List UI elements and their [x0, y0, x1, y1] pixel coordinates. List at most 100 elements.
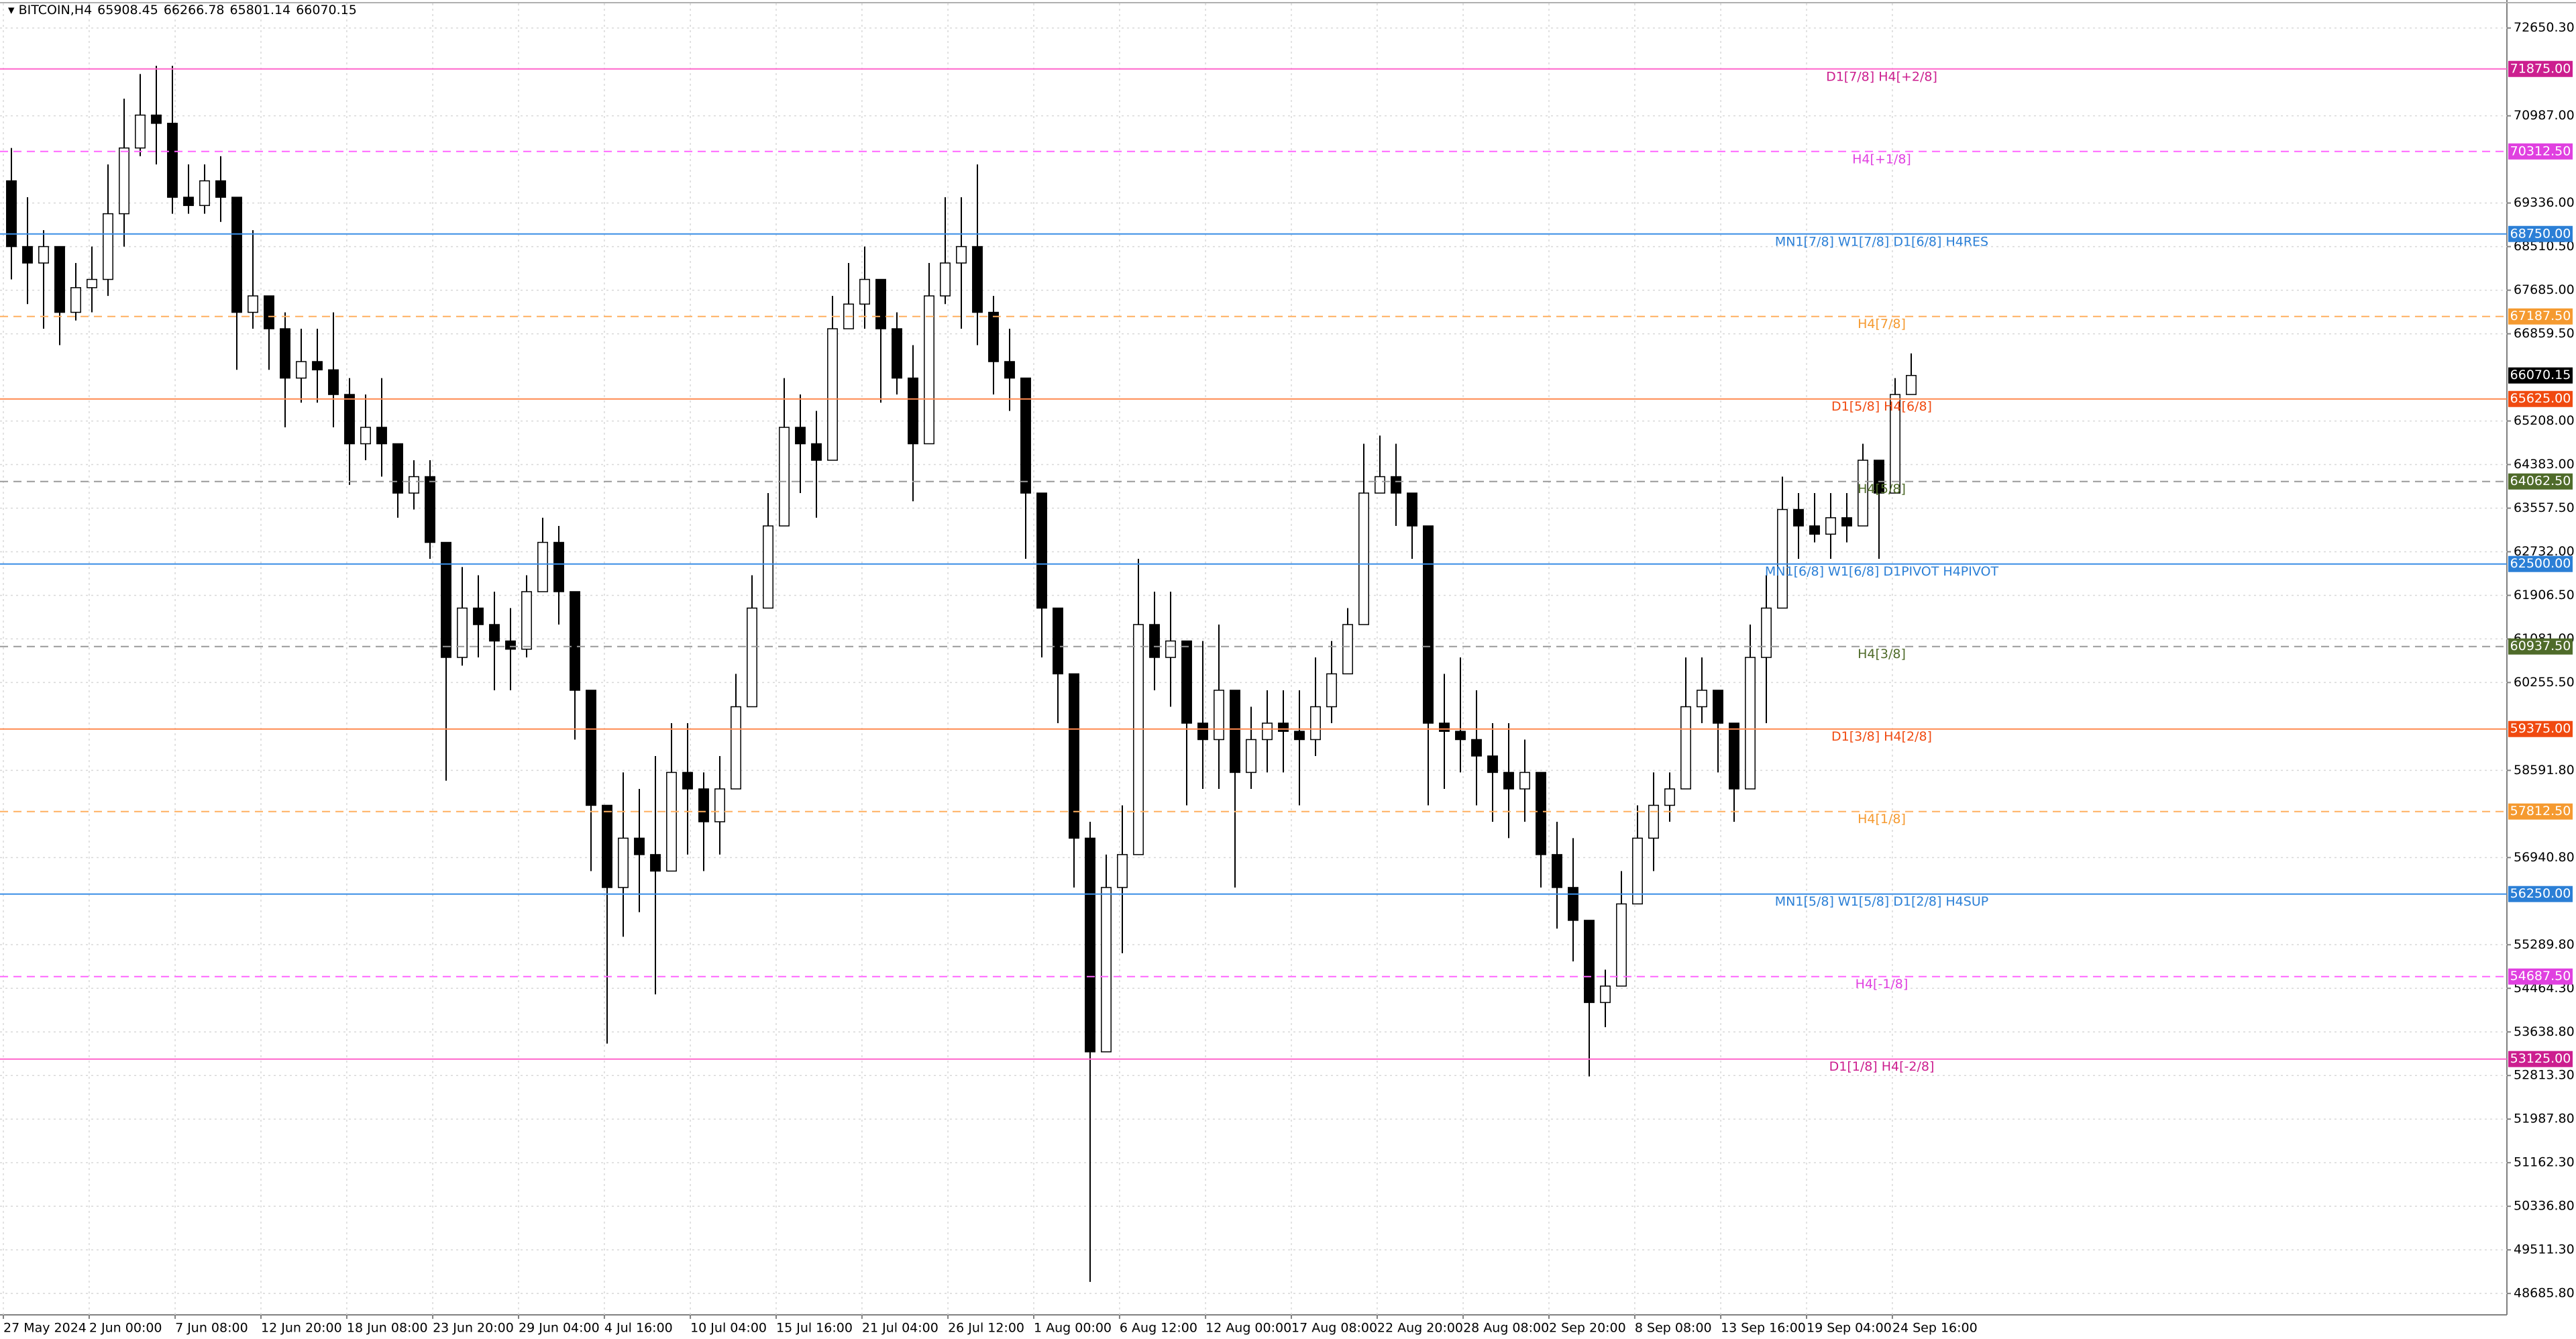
level-price-box — [2508, 886, 2573, 902]
candle-body — [586, 690, 596, 806]
candle-body — [1890, 394, 1900, 494]
level-name: H4[-1/8] — [1856, 977, 1909, 992]
candle-body — [827, 328, 838, 461]
candle-body — [1358, 492, 1369, 625]
candle-body — [570, 591, 580, 691]
candle-body — [38, 246, 49, 264]
level-name: H4[5/8] — [1858, 482, 1906, 496]
candle-body — [1326, 673, 1337, 708]
level-name: D1[5/8] H4[6/8] — [1831, 399, 1932, 414]
y-tick-label: 50336.80 — [2514, 1199, 2575, 1214]
level-price-label: 59375.00 — [2510, 721, 2571, 736]
candle-body — [215, 180, 226, 198]
candle-body — [859, 278, 870, 305]
level-price-label: 65625.00 — [2510, 391, 2571, 406]
candle-body — [1246, 739, 1256, 773]
candle-body — [1101, 887, 1112, 1053]
candle-body — [441, 541, 451, 658]
candle-body — [1793, 508, 1804, 527]
candle-body — [489, 624, 500, 642]
candle-body — [1407, 492, 1417, 527]
x-tick-label: 2 Jun 00:00 — [89, 1321, 162, 1336]
y-tick-label: 55289.80 — [2514, 937, 2575, 952]
candle-body — [1053, 607, 1063, 675]
candle-body — [747, 607, 757, 708]
x-tick-label: 7 Jun 08:00 — [175, 1321, 248, 1336]
candle-body — [924, 295, 934, 445]
candle-body — [875, 278, 886, 329]
candle-body — [1471, 739, 1482, 757]
candle-body — [409, 476, 419, 494]
candle-body — [151, 114, 162, 124]
candle-body — [779, 427, 790, 527]
candle-body — [1487, 755, 1498, 773]
candle-body — [1230, 690, 1240, 773]
candle-body — [521, 591, 532, 650]
level-price-label: 64062.50 — [2510, 474, 2571, 488]
x-tick-label: 23 Jun 20:00 — [433, 1321, 514, 1336]
candle-body — [1197, 722, 1208, 741]
candle-body — [1825, 517, 1836, 535]
x-tick-label: 10 Jul 04:00 — [690, 1321, 767, 1336]
candle-body — [280, 328, 290, 379]
candle-body — [650, 854, 661, 872]
candle-body — [1069, 673, 1079, 839]
candle-body — [296, 361, 307, 379]
level-price-box — [2508, 638, 2573, 655]
candle-body — [183, 197, 194, 207]
candle-body — [811, 443, 822, 461]
candle-body — [360, 427, 371, 445]
level-price-label: 60937.50 — [2510, 639, 2571, 653]
candle-body — [682, 771, 693, 790]
candle-body — [473, 607, 484, 625]
candle-body — [1519, 771, 1530, 790]
candle-body — [731, 706, 741, 790]
candle-body — [1004, 361, 1015, 379]
candle-body — [1648, 804, 1659, 839]
candle-body — [1536, 771, 1546, 855]
symbol: BITCOIN,H4 — [18, 3, 93, 17]
candle-body — [505, 640, 516, 650]
candle-body — [1906, 374, 1917, 395]
candle-body — [1020, 377, 1031, 494]
level-price-label: 53125.00 — [2510, 1051, 2571, 1066]
x-tick-label: 24 Sep 16:00 — [1892, 1321, 1978, 1336]
y-tick-label: 48685.80 — [2514, 1286, 2575, 1301]
y-tick-label: 53638.80 — [2514, 1024, 2575, 1039]
candle-body — [988, 311, 999, 362]
y-tick-label: 66859.50 — [2514, 326, 2575, 341]
x-tick-label: 12 Jun 20:00 — [261, 1321, 342, 1336]
candle-body — [634, 837, 645, 855]
candle-body — [248, 295, 258, 313]
candle-body — [6, 180, 17, 248]
ohlc-close: 66070.15 — [296, 3, 357, 17]
candle-body — [1310, 706, 1321, 741]
level-price-label: 67187.50 — [2510, 309, 2571, 323]
x-tick-label: 26 Jul 12:00 — [948, 1321, 1024, 1336]
y-tick-label: 58591.80 — [2514, 763, 2575, 778]
candle-body — [1858, 460, 1868, 527]
candle-body — [1278, 722, 1289, 732]
candle-body — [1874, 460, 1884, 494]
ohlc-low: 65801.14 — [229, 3, 291, 17]
candle-body — [1761, 607, 1772, 658]
y-tick-label: 70987.00 — [2514, 108, 2575, 123]
candle-body — [231, 197, 242, 313]
y-tick-label: 62732.00 — [2514, 544, 2575, 559]
candle-body — [1423, 525, 1434, 724]
level-price-box — [2508, 473, 2573, 490]
candle-body — [1841, 517, 1852, 527]
candle-body — [376, 427, 387, 445]
candle-body — [1664, 788, 1675, 806]
candle-body — [1117, 854, 1128, 888]
candle-body — [70, 287, 81, 313]
candle-body — [54, 246, 65, 313]
level-price-label: 54687.50 — [2510, 969, 2571, 983]
candle-body — [425, 476, 435, 543]
candle-body — [1745, 657, 1756, 790]
candle-body — [537, 541, 548, 592]
candle-body — [1036, 492, 1047, 609]
candle-body — [553, 541, 564, 592]
x-tick-label: 19 Sep 04:00 — [1807, 1321, 1892, 1336]
level-name: D1[3/8] H4[2/8] — [1831, 729, 1932, 744]
